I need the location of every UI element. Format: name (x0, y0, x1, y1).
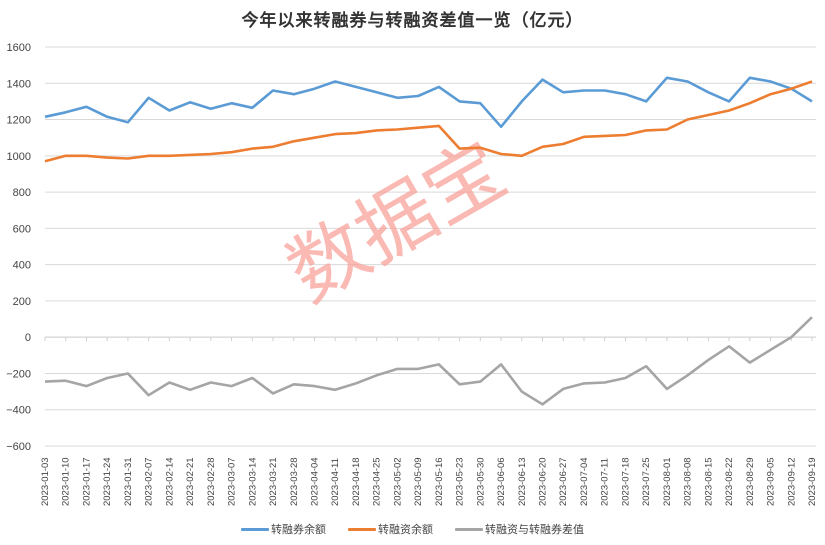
x-tick-label: 2023-03-07 (227, 457, 238, 506)
series-line-difference (44, 316, 813, 406)
x-tick-label: 2023-04-11 (330, 458, 341, 506)
legend-item-difference[interactable]: 转融资与转融券差值 (455, 521, 584, 537)
x-tick-label: 2023-05-02 (392, 457, 403, 506)
y-tick-label: 0 (25, 332, 31, 344)
x-tick-label: 2023-05-23 (455, 457, 466, 506)
x-tick-label: 2023-06-06 (496, 457, 507, 506)
x-tick-label: 2023-05-30 (475, 457, 486, 506)
x-tick-label: 2023-08-22 (724, 457, 735, 506)
x-tick-label: 2023-07-11 (600, 458, 611, 506)
series-line-refinancing (44, 80, 813, 163)
legend-swatch-blue (241, 527, 269, 531)
legend-swatch-orange (348, 527, 376, 531)
legend-item-securities-lending[interactable]: 转融券余额 (241, 521, 326, 537)
watermark: 数据宝 (273, 125, 521, 320)
y-tick-label: 400 (13, 260, 31, 272)
x-tick-label: 2023-02-28 (206, 457, 217, 506)
legend-item-refinancing[interactable]: 转融资余额 (348, 521, 433, 537)
y-tick-label: 1200 (7, 115, 31, 127)
y-tick-label: 800 (13, 187, 31, 199)
y-tick-label: −200 (6, 368, 31, 380)
x-axis: 2023-01-03 2023-01-10 2023-01-17 2023-01-24… (40, 336, 818, 506)
x-tick-label: 2023-08-15 (703, 457, 714, 506)
x-tick-label: 2023-05-16 (434, 457, 445, 506)
legend: 转融券余额 转融资余额 转融资与转融券差值 (0, 521, 825, 537)
y-tick-label: 1000 (7, 151, 31, 163)
series-lines (44, 76, 813, 406)
x-tick-label: 2023-04-04 (309, 457, 320, 506)
x-tick-label: 2023-04-25 (372, 457, 383, 506)
x-tick-label: 2023-01-24 (102, 457, 113, 506)
x-tick-label: 2023-07-18 (620, 457, 631, 506)
x-tick-label: 2023-02-07 (144, 457, 155, 506)
x-tick-label: 2023-02-21 (185, 457, 196, 506)
x-tick-label: 2023-09-05 (766, 457, 777, 506)
chart-title: 今年以来转融券与转融资差值一览（亿元） (241, 11, 584, 31)
x-tick-label: 2023-07-25 (641, 457, 652, 506)
x-tick-label: 2023-04-18 (351, 457, 362, 506)
x-tick-label: 2023-01-31 (123, 457, 134, 506)
y-tick-label: 200 (13, 296, 31, 308)
x-tick-label: 2023-08-29 (745, 457, 756, 506)
x-tick-label: 2023-08-01 (662, 457, 673, 506)
x-tick-label: 2023-09-19 (807, 457, 818, 506)
x-tick-label: 2023-08-08 (683, 457, 694, 506)
x-tick-label: 2023-02-14 (164, 457, 175, 506)
legend-label: 转融券余额 (271, 524, 326, 536)
x-tick-label: 2023-06-13 (517, 457, 528, 506)
x-tick-label: 2023-09-12 (786, 457, 797, 506)
x-tick-label: 2023-03-14 (247, 457, 258, 506)
y-tick-label: 1600 (7, 42, 31, 54)
legend-swatch-gray (455, 527, 483, 531)
x-tick-label: 2023-01-10 (61, 457, 72, 506)
x-tick-label: 2023-03-21 (268, 457, 279, 506)
y-tick-label: 1400 (7, 78, 31, 90)
y-axis: 1600 1400 1200 1000 800 600 400 200 0 −200 −400 −60… (6, 42, 31, 453)
series-line-securities-lending (44, 76, 813, 129)
x-tick-label: 2023-06-20 (538, 457, 549, 506)
x-tick-label: 2023-03-28 (289, 457, 300, 506)
x-tick-label: 2023-07-04 (579, 457, 590, 506)
x-tick-label: 2023-01-03 (40, 457, 51, 506)
y-tick-label: −600 (6, 441, 31, 453)
x-tick-label: 2023-06-27 (558, 457, 569, 506)
x-tick-label: 2023-01-17 (81, 457, 92, 506)
legend-label: 转融资余额 (378, 524, 433, 536)
y-tick-label: 600 (13, 223, 31, 235)
y-tick-label: −400 (6, 405, 31, 417)
legend-label: 转融资与转融券差值 (485, 524, 584, 536)
x-tick-label: 2023-05-09 (413, 457, 424, 506)
